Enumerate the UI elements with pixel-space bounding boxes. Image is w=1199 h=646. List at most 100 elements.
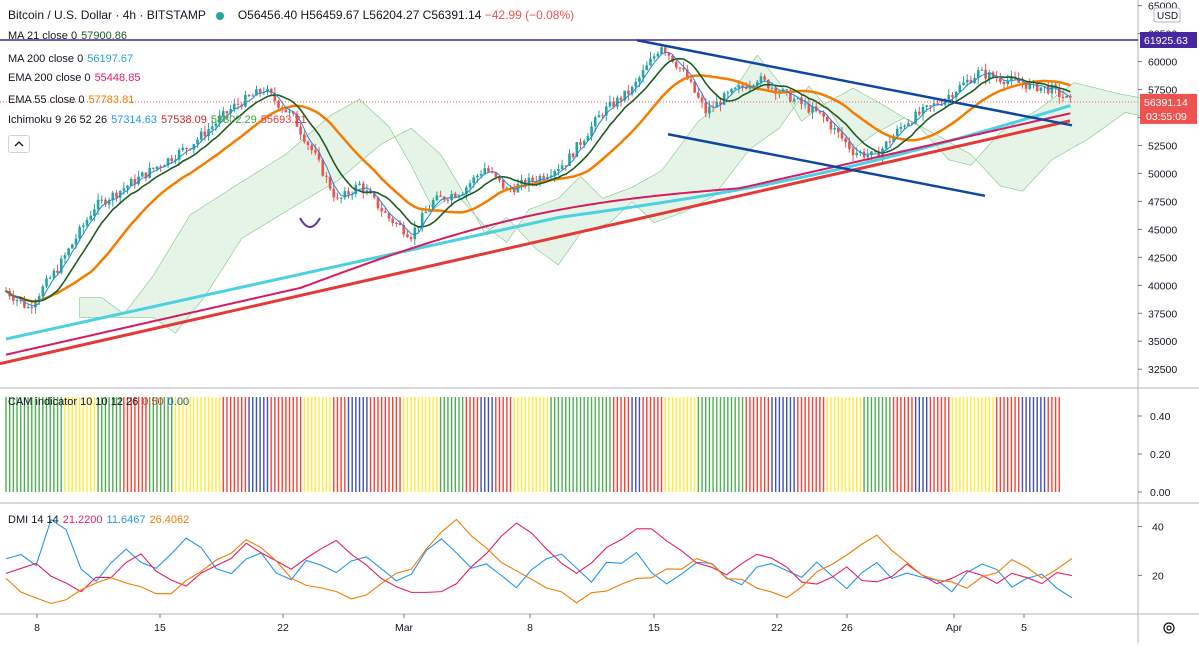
candle-body — [424, 211, 428, 214]
candle-body — [641, 70, 645, 78]
candle-body — [674, 61, 678, 68]
candle-body — [336, 197, 339, 199]
candle-body — [906, 123, 910, 126]
candle-body — [792, 98, 796, 102]
candle-body — [376, 197, 380, 209]
legend-ema200-name: EMA 200 close 0 — [8, 72, 91, 84]
candle-body — [56, 270, 59, 273]
candle-body — [656, 53, 660, 57]
label-last: 56391.14 — [1144, 97, 1188, 109]
candle-body — [328, 176, 332, 189]
currency-label: USD — [1157, 11, 1178, 22]
candle-body — [877, 151, 881, 158]
candle-body — [273, 93, 277, 101]
candle-body — [1028, 82, 1032, 89]
candle-body — [825, 116, 829, 121]
ma21-line — [5, 57, 1071, 303]
candle-body — [199, 131, 203, 140]
candle-body — [420, 213, 424, 228]
candle-body — [361, 183, 365, 193]
candle-body — [976, 70, 980, 78]
legend-ma21-value: 57900.86 — [81, 30, 127, 42]
candle-body — [593, 117, 597, 127]
candle-body — [741, 85, 744, 87]
label-timer: 03:55:09 — [1146, 111, 1187, 123]
candle-body — [472, 177, 476, 184]
visibility-eye-icon[interactable] — [215, 11, 224, 20]
candle-body — [490, 171, 494, 173]
legend-ichimoku-v1: 57314.63 — [111, 114, 157, 126]
candle-body — [697, 92, 700, 98]
legend-ichimoku[interactable]: Ichimoku 9 26 52 26 57314.63 57538.09 58802… — [8, 114, 311, 126]
legend-cam[interactable]: CAM indicator 10 10 12 26 0.50 0.00 — [8, 396, 193, 408]
candle-body — [770, 87, 774, 89]
candle-body — [733, 87, 737, 89]
candle-body — [107, 200, 111, 205]
candle-body — [954, 92, 958, 98]
price-tick-label: 57500 — [1148, 85, 1177, 97]
candle-body — [549, 175, 553, 177]
candle-body — [612, 101, 615, 107]
candle-body — [251, 95, 255, 97]
candle-body — [719, 101, 722, 105]
candle-body — [575, 142, 579, 158]
candle-body — [23, 300, 26, 308]
candle-body — [468, 183, 472, 188]
candle-body — [152, 167, 155, 169]
candle-body — [155, 166, 159, 169]
legend-cam-v1: 0.50 — [142, 396, 164, 408]
candle-body — [19, 300, 23, 302]
candle-body — [118, 190, 122, 198]
candle-body — [829, 120, 833, 130]
candle-body — [678, 67, 682, 69]
legend-ma200-value: 56197.67 — [87, 53, 134, 65]
price-tick-label: 40000 — [1148, 280, 1177, 292]
candle-body — [435, 195, 439, 201]
candle-body — [236, 103, 240, 105]
candle-body — [630, 86, 634, 95]
legend-ma21[interactable]: MA 21 close 0 57900.86 — [8, 30, 131, 42]
channel-upper-line — [636, 39, 1073, 127]
candle-body — [936, 103, 940, 105]
candle-body — [417, 227, 420, 229]
legend-ichimoku-v3: 58802.29 — [210, 114, 257, 126]
candle-body — [52, 270, 56, 278]
dmi-tick-label: 40 — [1152, 522, 1164, 534]
candle-body — [387, 212, 391, 219]
candle-body — [914, 111, 917, 124]
candle-body — [284, 109, 288, 113]
candle-body — [807, 103, 811, 113]
candle-body — [763, 76, 766, 80]
legend-ema55[interactable]: EMA 55 close 0 57783.81 — [8, 94, 138, 106]
candle-body — [295, 113, 299, 127]
candle-body — [384, 211, 387, 213]
price-tick-label: 52500 — [1148, 140, 1177, 152]
rising-trendline — [0, 119, 1071, 366]
candle-body — [218, 116, 221, 124]
candle-body — [82, 225, 85, 228]
candle-body — [402, 224, 406, 235]
time-tick-label: 26 — [841, 622, 853, 634]
settings-gear-icon[interactable] — [1163, 622, 1175, 634]
candle-body — [726, 92, 730, 94]
legend-ema200[interactable]: EMA 200 close 0 55448.85 — [8, 72, 144, 84]
collapse-legend-button[interactable] — [8, 135, 30, 153]
candle-body — [969, 79, 973, 84]
candle-body — [531, 177, 534, 182]
dmi-tick-label: 20 — [1152, 570, 1164, 582]
candle-body — [564, 165, 568, 167]
candle-body — [958, 85, 962, 93]
price-tick-label: 60000 — [1148, 57, 1177, 69]
candle-body — [391, 218, 394, 223]
legend-ma200[interactable]: MA 200 close 0 56197.67 — [8, 53, 137, 65]
time-tick-label: Mar — [395, 622, 414, 634]
candle-body — [453, 194, 457, 198]
legend-dmi[interactable]: DMI 14 14 21.2200 11.6467 26.4062 — [8, 514, 193, 526]
legend-ichimoku-v4: 55693.21 — [260, 114, 307, 126]
candle-body — [616, 97, 619, 107]
candle-body — [601, 115, 604, 117]
candle-body — [837, 127, 840, 133]
candle-body — [166, 158, 170, 166]
